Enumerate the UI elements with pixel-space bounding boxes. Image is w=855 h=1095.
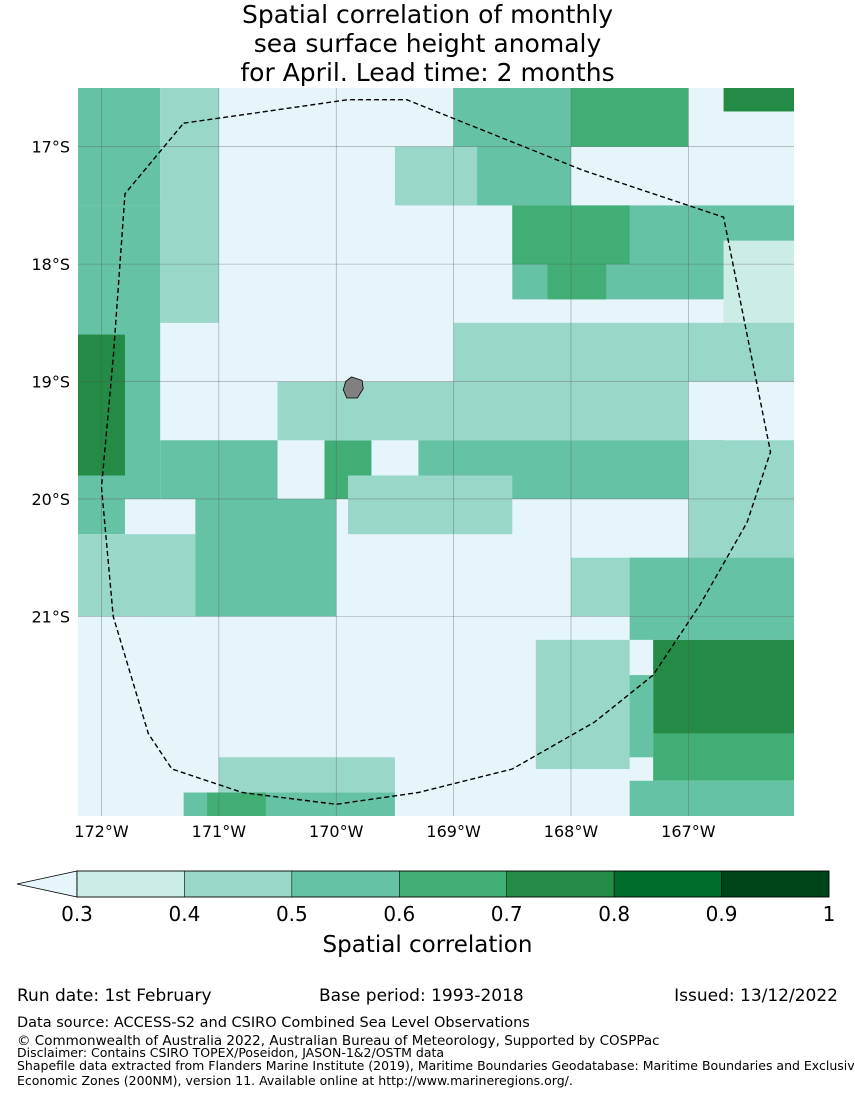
map-figure: 17°S 18°S 19°S 20°S 21°S 172°W 171°W 170°W 169°… xyxy=(31,88,794,841)
longitude-labels: 172°W 171°W 170°W 169°W 168°W 167°W xyxy=(74,822,715,841)
colorbar-segment xyxy=(399,870,507,898)
colorbar-segment xyxy=(613,870,722,898)
lat-tick-label: 19°S xyxy=(31,373,70,392)
colorbar-segment xyxy=(506,870,615,898)
colorbar-tick-label: 0.7 xyxy=(490,902,523,926)
colorbar-under-arrow xyxy=(16,870,78,898)
correlation-cell xyxy=(570,88,689,147)
correlation-cell xyxy=(547,264,607,300)
lat-tick-label: 20°S xyxy=(31,490,70,509)
correlation-cell xyxy=(629,780,794,816)
correlation-cell xyxy=(653,733,794,781)
colorbar xyxy=(16,870,830,898)
correlation-cell xyxy=(653,639,794,734)
correlation-cell xyxy=(160,88,219,323)
lat-tick-label: 17°S xyxy=(31,138,70,157)
colorbar-tick-label: 0.3 xyxy=(61,902,93,926)
correlation-cell xyxy=(394,146,478,206)
base-period: Base period: 1993-2018 xyxy=(319,986,524,1006)
correlation-cell xyxy=(347,475,513,535)
colorbar-label: Spatial correlation xyxy=(322,932,533,958)
correlation-cell xyxy=(277,381,689,441)
title-line-3: for April. Lead time: 2 months xyxy=(240,58,615,87)
correlation-cell xyxy=(535,639,630,770)
data-source: Data source: ACCESS-S2 and CSIRO Combine… xyxy=(17,1015,530,1031)
colorbar-segment xyxy=(76,870,185,898)
colorbar-tick-label: 0.6 xyxy=(383,902,416,926)
shapefile-credit-line-2: Economic Zones (200NM), version 11. Avai… xyxy=(17,1073,573,1088)
latitude-labels: 17°S 18°S 19°S 20°S 21°S xyxy=(31,138,70,627)
title-line-1: Spatial correlation of monthly xyxy=(241,0,614,29)
colorbar-tick-label: 1 xyxy=(822,902,836,926)
title-line-2: sea surface height anomaly xyxy=(253,29,602,58)
colorbar-tick-label: 0.4 xyxy=(168,902,201,926)
colorbar-tick-label: 0.9 xyxy=(705,902,738,926)
correlation-cell xyxy=(218,757,395,793)
issued-date: Issued: 13/12/2022 xyxy=(674,986,838,1006)
correlation-cell xyxy=(195,498,337,617)
chart-title: Spatial correlation of monthly sea surfa… xyxy=(0,0,855,87)
colorbar-segment xyxy=(184,870,293,898)
colorbar-tick-label: 0.8 xyxy=(598,902,631,926)
island-shape xyxy=(342,376,364,399)
lon-tick-label: 170°W xyxy=(309,822,364,841)
correlation-cell xyxy=(78,534,196,617)
lon-tick-label: 171°W xyxy=(192,822,247,841)
lat-tick-label: 21°S xyxy=(31,607,70,626)
lat-tick-label: 18°S xyxy=(31,255,70,274)
correlation-cell xyxy=(453,322,794,382)
colorbar-tick-label: 0.5 xyxy=(275,902,308,926)
colorbar-segment xyxy=(291,870,400,898)
colorbar-frame xyxy=(76,870,830,898)
eez-boundary xyxy=(100,98,772,806)
lon-tick-label: 168°W xyxy=(544,822,599,841)
map-plot-area xyxy=(78,88,794,816)
lon-tick-label: 169°W xyxy=(426,822,481,841)
correlation-cell xyxy=(723,88,794,112)
lon-tick-label: 172°W xyxy=(74,822,129,841)
run-date: Run date: 1st February xyxy=(17,986,212,1006)
disclaimer: Disclaimer: Contains CSIRO TOPEX/Poseido… xyxy=(17,1045,445,1060)
correlation-cell xyxy=(207,792,266,816)
lon-tick-label: 167°W xyxy=(661,822,716,841)
correlation-cell xyxy=(629,557,794,640)
shapefile-credit-line-1: Shapefile data extracted from Flanders M… xyxy=(17,1058,855,1073)
colorbar-segment xyxy=(721,870,830,898)
copyright-notice: © Commonwealth of Australia 2022, Austra… xyxy=(17,1033,660,1049)
